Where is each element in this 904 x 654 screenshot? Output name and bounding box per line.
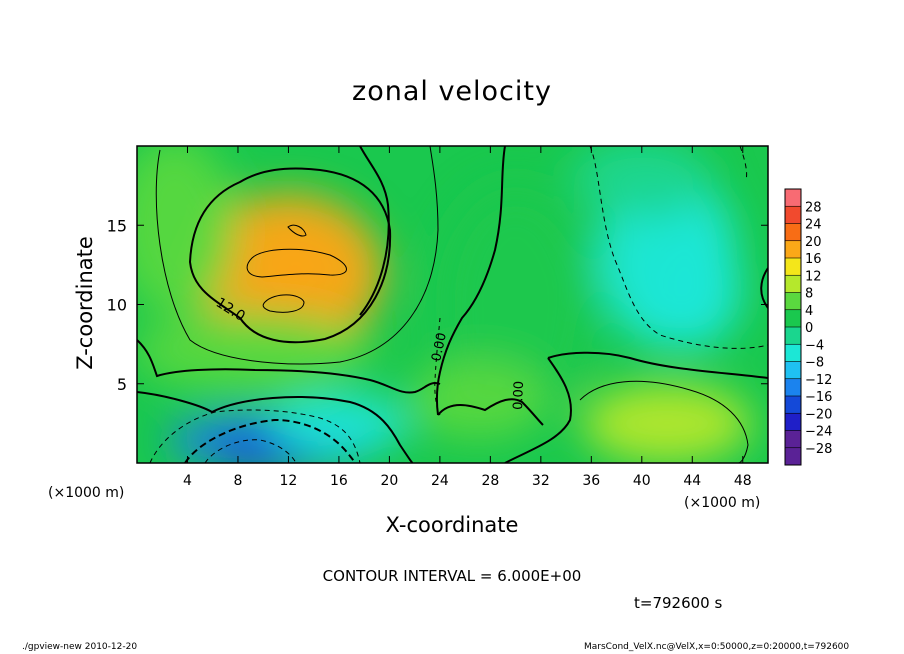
x-tick-label-10: 44 (683, 473, 701, 489)
contour-neg6-right (589, 146, 768, 349)
y-tick-label-2: 15 (107, 216, 127, 235)
x-tick-label-5: 24 (431, 473, 449, 489)
contour-0-right-lower (504, 357, 572, 463)
y-axis-label: Z-coordinate (73, 236, 97, 370)
field-region-6 (268, 393, 409, 454)
colorbar-label-7: 0 (805, 321, 813, 336)
x-tick-label-3: 16 (330, 473, 348, 489)
chart-title: zonal velocity (352, 76, 552, 107)
colorbar: 28 24 20 16 12 8 4 0 −4 −8 −12 −16 −20 −24 −28 (784, 188, 832, 466)
footer-right: MarsCond_VelX.nc@VelX,x=0:50000,z=0:2000… (584, 642, 850, 652)
x-tick-label-8: 36 (582, 473, 600, 489)
contour-6-lowright (579, 380, 749, 463)
contour-18a (246, 248, 347, 278)
colorbar-label-13: −24 (805, 425, 832, 440)
contour-0-middle (435, 146, 506, 416)
colorbar-label-3: 16 (805, 252, 822, 267)
contour-12 (188, 167, 392, 344)
colorbar-band-3 (785, 240, 801, 259)
x-unit-left: (×1000 m) (48, 485, 124, 501)
colorbar-band-1 (785, 206, 801, 224)
colorbar-band-5 (785, 275, 801, 293)
x-unit-right: (×1000 m) (684, 495, 760, 511)
colorbar-label-2: 20 (805, 235, 822, 250)
x-tick-label-6: 28 (481, 473, 499, 489)
contour-0-dashed-mid (434, 317, 441, 416)
colorbar-band-12 (785, 396, 801, 414)
colorbar-band-15 (785, 447, 801, 466)
field-region-3 (137, 146, 235, 316)
x-tick-label-7: 32 (532, 473, 550, 489)
colorbar-label-4: 12 (805, 269, 822, 284)
time-stamp: t=792600 s (634, 594, 723, 612)
colorbar-band-11 (785, 378, 801, 397)
colorbar-label-12: −20 (805, 407, 832, 422)
colorbar-label-8: −4 (805, 338, 824, 353)
colorbar-label-11: −16 (805, 390, 832, 405)
footer-left: ./gpview-new 2010-12-20 (22, 642, 138, 652)
contour-18b (262, 294, 305, 313)
contour-neg6 (149, 409, 361, 463)
x-tick-label-1: 8 (233, 473, 242, 489)
contour-0-ridge (359, 146, 390, 316)
contour-0-right (547, 351, 768, 379)
colorbar-label-0: 28 (805, 200, 822, 215)
y-tick-label-1: 10 (107, 296, 127, 315)
x-axis-label: X-coordinate (385, 513, 519, 537)
colorbar-label-14: −28 (805, 442, 832, 457)
field-region-12 (571, 146, 712, 218)
contour-6 (155, 146, 439, 365)
colorbar-label-1: 24 (805, 218, 822, 233)
contour-lines (137, 146, 768, 463)
velocity-field (137, 146, 753, 463)
colorbar-band-4 (785, 258, 801, 276)
colorbar-band-0 (785, 189, 801, 207)
colorbar-band-10 (785, 361, 801, 380)
y-tick-label-0: 5 (117, 375, 127, 394)
field-region-9 (582, 383, 753, 463)
field-region-2 (137, 312, 371, 393)
contour-interval: CONTOUR INTERVAL = 6.000E+00 (322, 567, 582, 585)
contour-0-upper (137, 339, 441, 394)
y-axis: 5 10 15 (107, 216, 768, 394)
x-tick-label-9: 40 (633, 473, 651, 489)
colorbar-label-6: 4 (805, 304, 813, 319)
x-tick-label-2: 12 (280, 473, 298, 489)
plot-area: 12.0 0.00 0.00 (137, 146, 768, 463)
colorbar-band-2 (785, 223, 801, 242)
colorbar-band-13 (785, 413, 801, 431)
x-axis: 4 8 12 16 20 24 28 32 36 40 44 48 (183, 146, 752, 489)
contour-neg6-topright (739, 146, 748, 181)
contour-0-lower (137, 391, 414, 463)
contour-label-0-b: 0.00 (511, 381, 527, 410)
colorbar-label-9: −8 (805, 356, 824, 371)
colorbar-band-8 (785, 327, 801, 345)
contour-0-lower-mid (437, 398, 544, 426)
field-region-11 (407, 359, 548, 440)
x-tick-label-0: 4 (183, 473, 192, 489)
contour-neg12 (184, 418, 357, 463)
colorbar-label-5: 8 (805, 287, 813, 302)
colorbar-band-6 (785, 292, 801, 311)
field-region-8 (642, 228, 743, 349)
contour-label-0-a: 0.00 (429, 331, 450, 362)
contour-18c (287, 224, 307, 237)
colorbar-band-14 (785, 430, 801, 449)
x-tick-label-4: 20 (380, 473, 398, 489)
colorbar-label-10: −12 (805, 373, 832, 388)
colorbar-band-9 (785, 344, 801, 362)
colorbar-band-7 (785, 309, 801, 328)
x-tick-label-11: 48 (734, 473, 752, 489)
